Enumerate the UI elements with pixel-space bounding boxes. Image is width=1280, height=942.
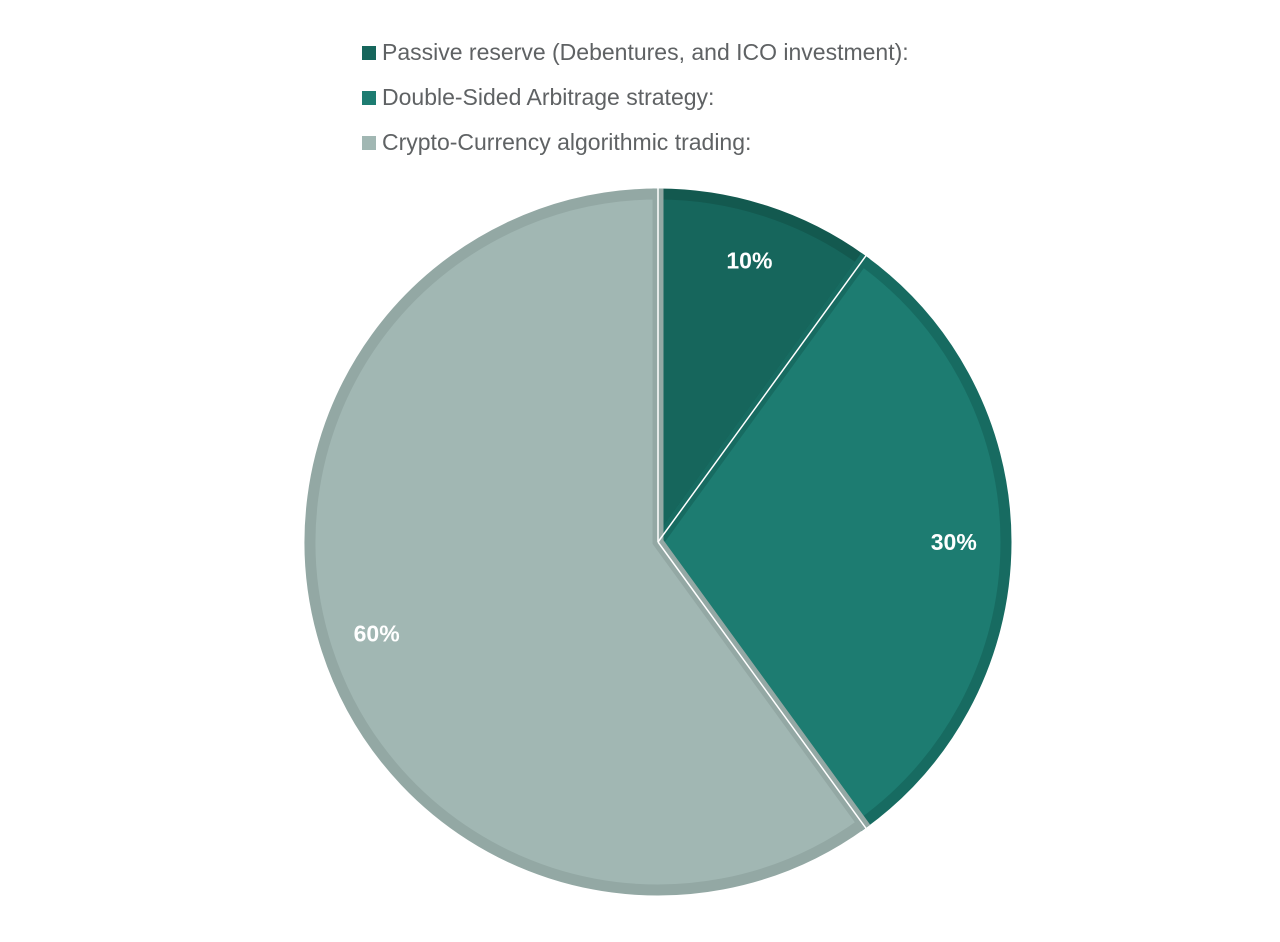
legend-label: Passive reserve (Debentures, and ICO inv…: [382, 39, 909, 65]
pie-slice-separator: [657, 541, 867, 829]
pie-slice-double-sided-arbitrage: [651, 252, 1012, 832]
legend-item-crypto-trading: Crypto-Currency algorithmic trading:: [362, 120, 909, 165]
chart-legend: Passive reserve (Debentures, and ICO inv…: [362, 30, 909, 165]
pie-slice-passive-reserve: [652, 188, 871, 559]
legend-swatch: [362, 135, 376, 150]
legend-item-passive-reserve: Passive reserve (Debentures, and ICO inv…: [362, 30, 909, 75]
pie-label-double-sided-arbitrage: 30%: [931, 529, 977, 555]
legend-item-double-sided-arbitrage: Double-Sided Arbitrage strategy:: [362, 75, 909, 120]
legend-label: Double-Sided Arbitrage strategy:: [382, 84, 715, 110]
pie-slice-crypto-trading: [304, 188, 871, 896]
legend-label: Crypto-Currency algorithmic trading:: [382, 129, 752, 155]
pie-label-passive-reserve: 10%: [726, 248, 772, 274]
legend-swatch: [362, 45, 376, 60]
legend-swatch: [362, 90, 376, 105]
pie-label-crypto-trading: 60%: [354, 620, 400, 646]
pie-slice-separator: [657, 255, 867, 543]
